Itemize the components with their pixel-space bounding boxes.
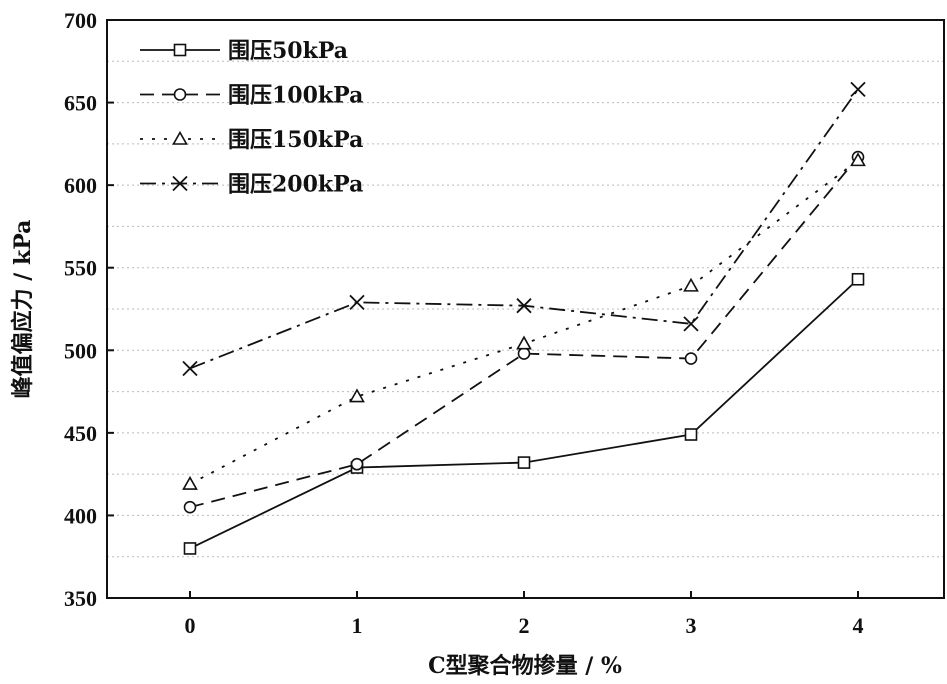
- x-marker: [850, 81, 866, 97]
- x-marker: [349, 294, 365, 311]
- x-marker: [172, 175, 188, 192]
- square-marker: [173, 43, 187, 57]
- legend-label: 围压150kPa: [228, 127, 363, 153]
- square-marker: [851, 272, 865, 286]
- series-2: [182, 152, 866, 490]
- x-tick-label: 2: [519, 613, 530, 638]
- y-axis-label: 峰值偏应力 / kPa: [10, 220, 36, 399]
- circle-marker: [183, 500, 197, 514]
- triangle-marker: [349, 388, 365, 403]
- series-group: [182, 81, 866, 555]
- plot-frame: [106, 19, 945, 599]
- legend-item: 围压100kPa: [140, 83, 363, 109]
- y-tick-label: 500: [64, 338, 97, 363]
- series-0: [183, 272, 865, 555]
- x-tick-label: 0: [185, 613, 196, 638]
- square-marker: [183, 542, 197, 555]
- circle-marker: [350, 457, 364, 471]
- y-tick-label: 550: [64, 256, 97, 281]
- x-axis-label: C型聚合物掺量 / %: [428, 653, 622, 679]
- legend-label: 围压100kPa: [228, 83, 363, 109]
- y-tick-label: 700: [64, 8, 97, 33]
- circle-marker: [684, 352, 698, 365]
- x-tick-label: 1: [352, 613, 363, 638]
- series-line: [189, 278, 859, 550]
- x-marker: [182, 360, 198, 377]
- triangle-marker: [850, 152, 866, 167]
- y-tick-label: 350: [64, 586, 97, 611]
- y-tick-label: 600: [64, 173, 97, 198]
- x-marker: [516, 298, 532, 314]
- x-marker: [683, 316, 699, 332]
- square-marker: [517, 456, 531, 469]
- circle-marker: [173, 88, 187, 101]
- legend-item: 围压50kPa: [140, 38, 348, 64]
- triangle-marker: [182, 475, 198, 490]
- legend-label: 围压200kPa: [228, 172, 363, 198]
- legend-item: 围压150kPa: [140, 127, 363, 153]
- series-1: [183, 150, 865, 514]
- x-tick-label: 3: [686, 613, 697, 638]
- x-tick-label: 4: [853, 613, 864, 638]
- series-3: [182, 81, 866, 377]
- triangle-marker: [516, 335, 532, 350]
- y-tick-label: 450: [64, 421, 97, 446]
- circle-marker: [517, 347, 531, 360]
- legend-item: 围压200kPa: [140, 172, 363, 198]
- legend: 围压50kPa 围压100kPa 围压150kPa 围压200kPa: [140, 38, 363, 198]
- y-tick-label: 650: [64, 91, 97, 116]
- legend-label: 围压50kPa: [228, 38, 348, 64]
- triangle-marker: [172, 130, 188, 145]
- triangle-marker: [683, 277, 699, 292]
- axis-ticks: 350 400 450 500 550 600 650 700 0 1 2 3 4: [64, 8, 864, 638]
- series-line: [189, 156, 859, 509]
- series-line: [189, 159, 859, 485]
- y-tick-label: 400: [64, 503, 97, 528]
- square-marker: [684, 428, 698, 441]
